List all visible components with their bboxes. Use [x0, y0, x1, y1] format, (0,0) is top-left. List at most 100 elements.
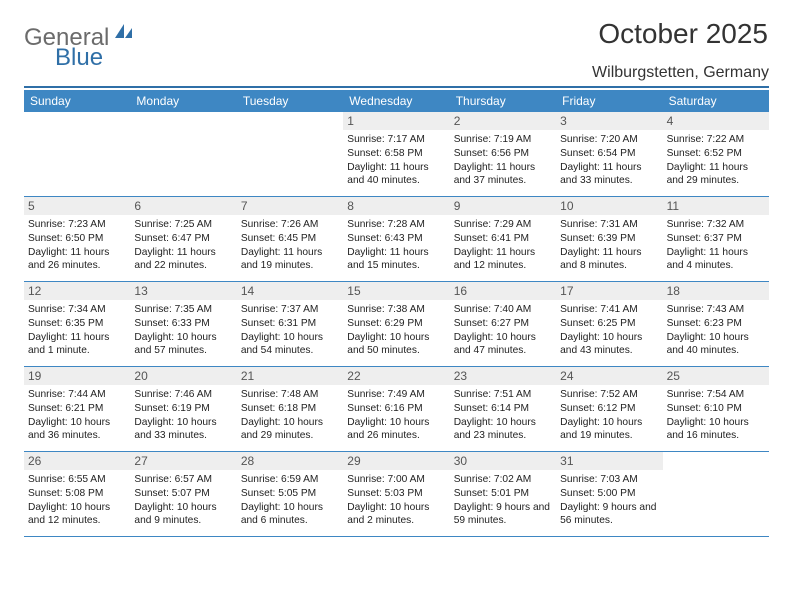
calendar-day: 18Sunrise: 7:43 AMSunset: 6:23 PMDayligh… — [663, 282, 769, 366]
sun-info: Sunrise: 7:28 AMSunset: 6:43 PMDaylight:… — [347, 218, 445, 273]
day-number: 1 — [343, 112, 449, 130]
calendar-day: 10 Sunrise: 7:31 AMSunset: 6:39 PMDayligh… — [556, 197, 662, 281]
day-number: 23 — [450, 367, 556, 385]
calendar-week: 1 Sunrise: 7:17 AMSunset: 6:58 PMDaylight… — [24, 112, 769, 197]
sun-info: Sunrise: 7:37 AMSunset: 6:31 PMDaylight:… — [241, 303, 339, 358]
sun-info: Sunrise: 7:48 AMSunset: 6:18 PMDaylight:… — [241, 388, 339, 443]
sun-info: Sunrise: 7:41 AMSunset: 6:25 PMDaylight:… — [560, 303, 658, 358]
calendar-day: 26 Sunrise: 6:55 AMSunset: 5:08 PMDayligh… — [24, 452, 130, 536]
month-title: October 2025 — [598, 18, 768, 50]
day-number: 18 — [663, 282, 769, 300]
day-number: 11 — [663, 197, 769, 215]
calendar-day: 27 Sunrise: 6:57 AMSunset: 5:07 PMDayligh… — [130, 452, 236, 536]
location-text: Wilburgstetten, Germany — [592, 64, 769, 81]
day-number: 30 — [450, 452, 556, 470]
sun-info: Sunrise: 7:40 AMSunset: 6:27 PMDaylight:… — [454, 303, 552, 358]
calendar-day: 15Sunrise: 7:38 AMSunset: 6:29 PMDayligh… — [343, 282, 449, 366]
sun-info: Sunrise: 7:29 AMSunset: 6:41 PMDaylight:… — [454, 218, 552, 273]
day-number: 13 — [130, 282, 236, 300]
day-number: 28 — [237, 452, 343, 470]
day-number: 8 — [343, 197, 449, 215]
calendar-day: 29Sunrise: 7:00 AMSunset: 5:03 PMDayligh… — [343, 452, 449, 536]
day-number: 22 — [343, 367, 449, 385]
weekday-header-row: SundayMondayTuesdayWednesdayThursdayFrid… — [24, 90, 769, 112]
sun-info: Sunrise: 7:54 AMSunset: 6:10 PMDaylight:… — [667, 388, 765, 443]
calendar-day: 17 Sunrise: 7:41 AMSunset: 6:25 PMDayligh… — [556, 282, 662, 366]
brand-sail-icon — [113, 19, 135, 47]
day-number: 3 — [556, 112, 662, 130]
weekday-header: Thursday — [450, 90, 556, 112]
sun-info: Sunrise: 7:22 AMSunset: 6:52 PMDaylight:… — [667, 133, 765, 188]
weekday-header: Tuesday — [237, 90, 343, 112]
calendar-day: 21Sunrise: 7:48 AMSunset: 6:18 PMDayligh… — [237, 367, 343, 451]
day-number: 27 — [130, 452, 236, 470]
calendar-day-empty — [237, 112, 343, 196]
day-number: 17 — [556, 282, 662, 300]
sun-info: Sunrise: 7:19 AMSunset: 6:56 PMDaylight:… — [454, 133, 552, 188]
calendar-day: 30 Sunrise: 7:02 AMSunset: 5:01 PMDayligh… — [450, 452, 556, 536]
calendar-day-empty — [24, 112, 130, 196]
day-number: 7 — [237, 197, 343, 215]
brand-part2: Blue — [55, 44, 103, 72]
weekday-header: Sunday — [24, 90, 130, 112]
day-number: 6 — [130, 197, 236, 215]
day-number: 20 — [130, 367, 236, 385]
calendar-day: 31 Sunrise: 7:03 AMSunset: 5:00 PMDayligh… — [556, 452, 662, 536]
day-number: 12 — [24, 282, 130, 300]
calendar-day: 6Sunrise: 7:25 AMSunset: 6:47 PMDaylight… — [130, 197, 236, 281]
location-bar: Wilburgstetten, Germany — [24, 64, 769, 88]
calendar: SundayMondayTuesdayWednesdayThursdayFrid… — [24, 90, 769, 537]
title-block: October 2025 — [598, 18, 768, 54]
day-number: 29 — [343, 452, 449, 470]
calendar-day: 4 Sunrise: 7:22 AMSunset: 6:52 PMDaylight… — [663, 112, 769, 196]
calendar-week: 26 Sunrise: 6:55 AMSunset: 5:08 PMDayligh… — [24, 452, 769, 537]
day-number: 31 — [556, 452, 662, 470]
calendar-day: 25 Sunrise: 7:54 AMSunset: 6:10 PMDayligh… — [663, 367, 769, 451]
calendar-day: 9 Sunrise: 7:29 AMSunset: 6:41 PMDaylight… — [450, 197, 556, 281]
page-header: General October 2025 — [24, 18, 768, 54]
sun-info: Sunrise: 7:03 AMSunset: 5:00 PMDaylight:… — [560, 473, 658, 528]
sun-info: Sunrise: 7:31 AMSunset: 6:39 PMDaylight:… — [560, 218, 658, 273]
weekday-header: Saturday — [663, 90, 769, 112]
sun-info: Sunrise: 7:35 AMSunset: 6:33 PMDaylight:… — [134, 303, 232, 358]
weekday-header: Wednesday — [343, 90, 449, 112]
calendar-day: 24Sunrise: 7:52 AMSunset: 6:12 PMDayligh… — [556, 367, 662, 451]
sun-info: Sunrise: 6:57 AMSunset: 5:07 PMDaylight:… — [134, 473, 232, 528]
sun-info: Sunrise: 6:59 AMSunset: 5:05 PMDaylight:… — [241, 473, 339, 528]
calendar-day: 23 Sunrise: 7:51 AMSunset: 6:14 PMDayligh… — [450, 367, 556, 451]
calendar-week: 19Sunrise: 7:44 AMSunset: 6:21 PMDayligh… — [24, 367, 769, 452]
weekday-header: Friday — [556, 90, 662, 112]
calendar-day-empty — [663, 452, 769, 536]
calendar-day: 12 Sunrise: 7:34 AMSunset: 6:35 PMDayligh… — [24, 282, 130, 366]
day-number: 9 — [450, 197, 556, 215]
day-number: 10 — [556, 197, 662, 215]
sun-info: Sunrise: 7:34 AMSunset: 6:35 PMDaylight:… — [28, 303, 126, 358]
sun-info: Sunrise: 7:17 AMSunset: 6:58 PMDaylight:… — [347, 133, 445, 188]
calendar-day: 11 Sunrise: 7:32 AMSunset: 6:37 PMDayligh… — [663, 197, 769, 281]
calendar-day: 1 Sunrise: 7:17 AMSunset: 6:58 PMDaylight… — [343, 112, 449, 196]
sun-info: Sunrise: 7:23 AMSunset: 6:50 PMDaylight:… — [28, 218, 126, 273]
sun-info: Sunrise: 6:55 AMSunset: 5:08 PMDaylight:… — [28, 473, 126, 528]
sun-info: Sunrise: 7:20 AMSunset: 6:54 PMDaylight:… — [560, 133, 658, 188]
day-number: 26 — [24, 452, 130, 470]
calendar-day: 19Sunrise: 7:44 AMSunset: 6:21 PMDayligh… — [24, 367, 130, 451]
calendar-day: 8 Sunrise: 7:28 AMSunset: 6:43 PMDaylight… — [343, 197, 449, 281]
sun-info: Sunrise: 7:02 AMSunset: 5:01 PMDaylight:… — [454, 473, 552, 528]
day-number: 2 — [450, 112, 556, 130]
day-number: 4 — [663, 112, 769, 130]
calendar-week: 5 Sunrise: 7:23 AMSunset: 6:50 PMDaylight… — [24, 197, 769, 282]
calendar-day: 7 Sunrise: 7:26 AMSunset: 6:45 PMDaylight… — [237, 197, 343, 281]
sun-info: Sunrise: 7:26 AMSunset: 6:45 PMDaylight:… — [241, 218, 339, 273]
day-number: 5 — [24, 197, 130, 215]
day-number: 24 — [556, 367, 662, 385]
sun-info: Sunrise: 7:51 AMSunset: 6:14 PMDaylight:… — [454, 388, 552, 443]
calendar-week: 12 Sunrise: 7:34 AMSunset: 6:35 PMDayligh… — [24, 282, 769, 367]
sun-info: Sunrise: 7:32 AMSunset: 6:37 PMDaylight:… — [667, 218, 765, 273]
day-number: 15 — [343, 282, 449, 300]
sun-info: Sunrise: 7:46 AMSunset: 6:19 PMDaylight:… — [134, 388, 232, 443]
calendar-day: 14Sunrise: 7:37 AMSunset: 6:31 PMDayligh… — [237, 282, 343, 366]
day-number: 25 — [663, 367, 769, 385]
calendar-day: 28 Sunrise: 6:59 AMSunset: 5:05 PMDayligh… — [237, 452, 343, 536]
calendar-day: 5 Sunrise: 7:23 AMSunset: 6:50 PMDaylight… — [24, 197, 130, 281]
calendar-day: 22Sunrise: 7:49 AMSunset: 6:16 PMDayligh… — [343, 367, 449, 451]
